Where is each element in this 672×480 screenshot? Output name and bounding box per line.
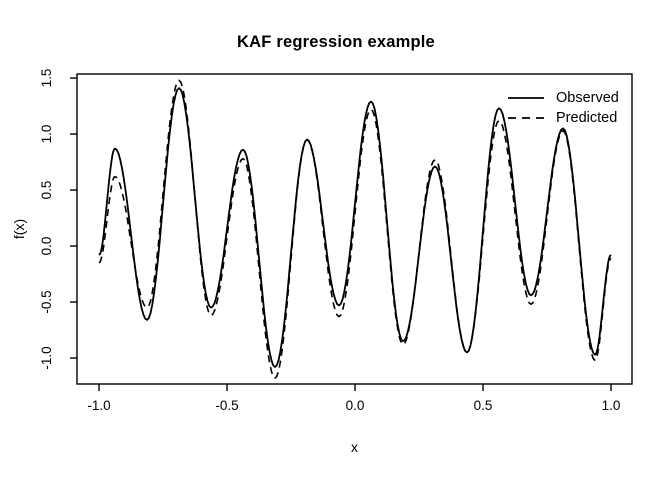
x-tick-label: 0.5 (474, 398, 493, 413)
chart-title: KAF regression example (237, 33, 435, 51)
series-observed-line (98, 87, 612, 368)
y-tick-label: 0.0 (39, 237, 54, 256)
y-axis-label-text: f(x) (11, 218, 27, 240)
legend: Observed Predicted (506, 88, 619, 128)
x-tick-label: 0.0 (346, 398, 365, 413)
legend-label-predicted: Predicted (556, 110, 618, 126)
legend-item-predicted: Predicted (506, 108, 619, 128)
x-axis-label: x (351, 439, 358, 455)
y-tick-label: 1.5 (39, 69, 54, 88)
x-tick-label: 1.0 (602, 398, 621, 413)
solid-line-swatch (508, 97, 544, 99)
x-tick-label: -1.0 (87, 398, 110, 413)
series-predicted-line (98, 79, 612, 379)
legend-item-observed: Observed (506, 88, 619, 108)
y-tick-label: -1.0 (39, 346, 54, 369)
dashed-line-swatch (508, 117, 544, 119)
y-tick-label: -0.5 (39, 290, 54, 313)
y-tick-label: 0.5 (39, 181, 54, 200)
x-tick-label: -0.5 (215, 398, 238, 413)
y-tick-label: 1.0 (39, 125, 54, 144)
legend-label-observed: Observed (556, 90, 619, 106)
